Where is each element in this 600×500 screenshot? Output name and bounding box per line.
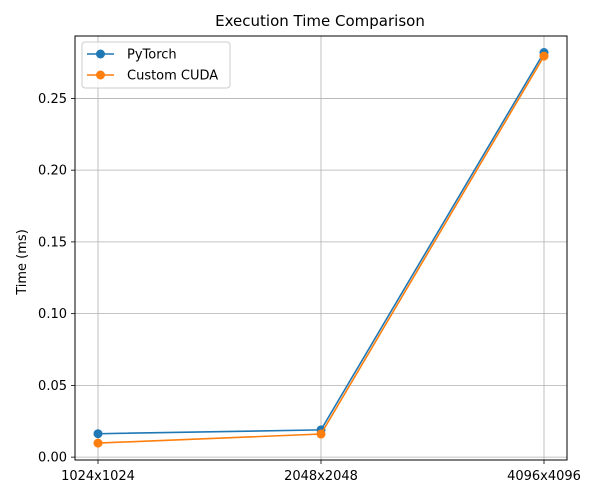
legend-swatch-marker — [96, 70, 105, 80]
y-tick-label: 0.20 — [38, 164, 67, 179]
series-layer — [93, 48, 549, 448]
y-axis-label: Time (ms) — [15, 229, 30, 296]
data-point — [539, 51, 549, 61]
chart-title: Execution Time Comparison — [215, 12, 425, 30]
legend: PyTorch Custom CUDA — [81, 41, 231, 89]
data-point — [93, 438, 103, 448]
x-tick-label: 2048x2048 — [284, 469, 358, 484]
legend-swatch-marker — [96, 49, 105, 59]
x-tick-label: 1024x1024 — [61, 469, 135, 484]
axis-ticks: 1024x1024 2048x2048 4096x4096 0.00 0.05 0.10 0… — [38, 92, 581, 484]
legend-label: Custom CUDA — [127, 69, 218, 84]
legend-label: PyTorch — [127, 48, 177, 63]
x-tick-label: 4096x4096 — [507, 469, 581, 484]
data-point — [93, 429, 103, 439]
y-tick-label: 0.10 — [38, 307, 67, 322]
y-tick-label: 0.15 — [38, 235, 67, 250]
y-tick-label: 0.25 — [38, 92, 67, 107]
y-tick-label: 0.00 — [38, 451, 67, 466]
y-tick-label: 0.05 — [38, 379, 67, 394]
legend-box — [81, 41, 231, 89]
data-point — [316, 429, 326, 439]
grid-lines — [75, 36, 567, 460]
